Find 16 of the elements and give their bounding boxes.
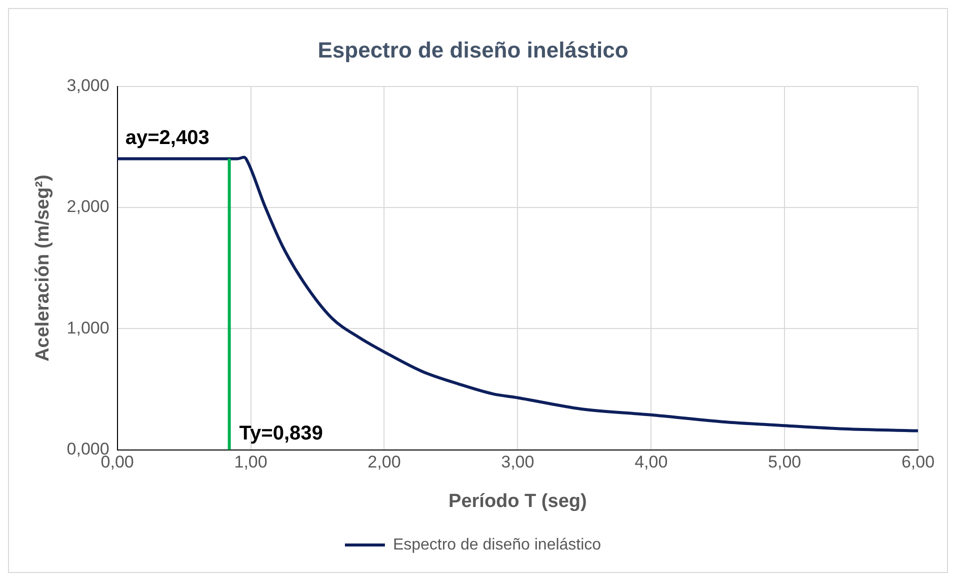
chart-title: Espectro de diseño inelástico: [318, 37, 628, 62]
x-tick-label: 1,00: [234, 452, 268, 472]
y-tick-label: 0,000: [66, 439, 110, 458]
y-tick-label: 2,000: [66, 197, 110, 216]
y-axis-title: Aceleración (m/seg²): [32, 174, 54, 362]
x-tick-label: 4,00: [634, 452, 668, 472]
y-tick-label: 3,000: [66, 76, 110, 96]
legend-label: Espectro de diseño inelástico: [392, 536, 602, 554]
x-tick-label: 2,00: [368, 452, 401, 472]
x-tick-label: 6,00: [901, 452, 935, 472]
annotation: ay=2,403: [125, 127, 210, 150]
x-tick-label: 5,00: [768, 452, 802, 472]
x-axis-title: Período T (seg): [448, 490, 587, 512]
y-tick-label: 1,000: [66, 318, 110, 338]
ref-line-label: Ty=0,839: [239, 422, 323, 444]
x-tick-label: 3,00: [501, 452, 534, 472]
